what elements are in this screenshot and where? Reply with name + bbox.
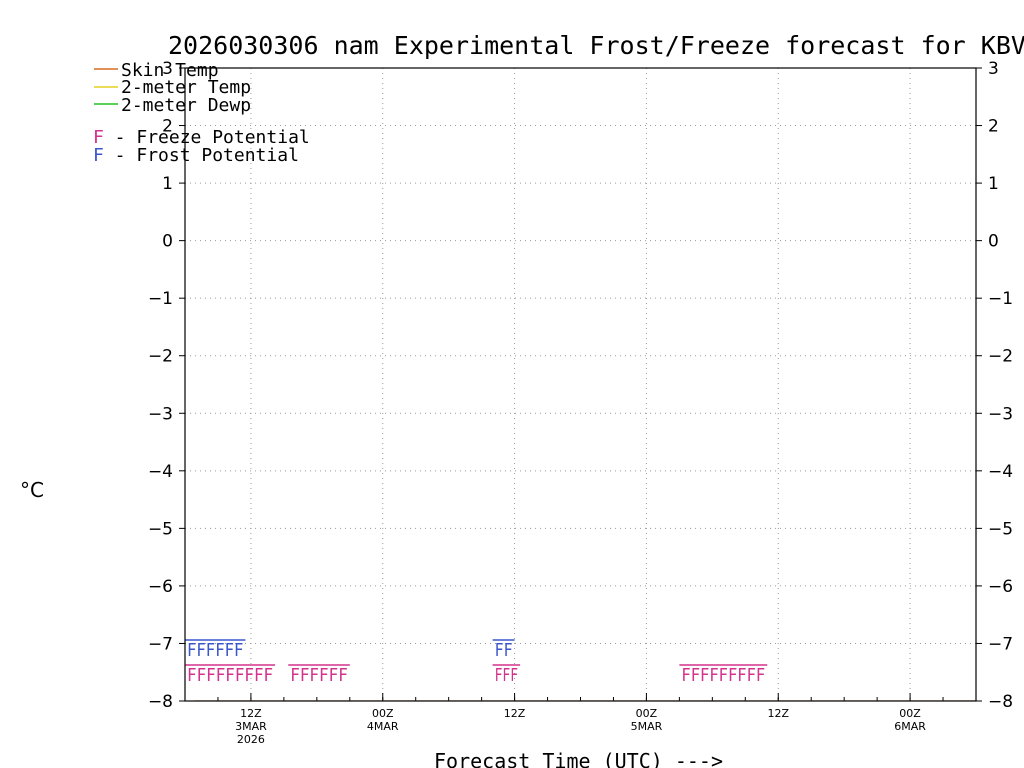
y-axis-right: 3 2 1 0 −1 −2 −3 −4 −5 −6 −7 −8 [976, 59, 1013, 712]
x-axis-title: Forecast Time (UTC) ---> [434, 749, 723, 768]
x-tick-year: 2026 [237, 733, 265, 746]
x-tick-label: 12Z [767, 707, 789, 720]
y-tick-label-left: −3 [148, 404, 173, 424]
x-tick-date: 6MAR [894, 720, 926, 733]
plot-frame [184, 67, 977, 702]
legend-2m-temp: 2-meter Temp [121, 77, 251, 98]
x-tick-date: 5MAR [631, 720, 663, 733]
chart-title: 2026030306 nam Experimental Frost/Freeze… [168, 31, 1024, 60]
y-tick-label-right: −5 [988, 519, 1013, 539]
y-tick-label-right: 1 [988, 174, 999, 194]
gridlines [185, 68, 976, 701]
legend: Skin Temp 2-meter Temp 2-meter Dewp F - … [93, 60, 310, 166]
x-tick-date: 3MAR [235, 720, 267, 733]
legend-freeze-potential: F - Freeze Potential [93, 127, 310, 148]
freeze-potential-marker: FFFFFF [290, 665, 348, 686]
y-tick-label-left: −6 [148, 577, 173, 597]
x-tick-label: 00Z [372, 707, 394, 720]
y-tick-label-right: 3 [988, 59, 999, 79]
y-tick-label-right: −7 [988, 634, 1013, 654]
legend-2m-dewp: 2-meter Dewp [121, 95, 251, 116]
freeze-potential-marker: FFF [495, 665, 518, 686]
y-tick-label-left: −4 [148, 462, 173, 482]
y-tick-label-left: −7 [148, 634, 173, 654]
y-tick-label-right: −4 [988, 462, 1013, 482]
y-tick-label-right: −1 [988, 289, 1013, 309]
y-tick-label-right: −6 [988, 577, 1013, 597]
y-tick-label-right: −2 [988, 347, 1013, 367]
y-tick-label-left: −1 [148, 289, 173, 309]
x-tick-label: 12Z [240, 707, 262, 720]
y-axis-unit-label: °C [20, 478, 44, 502]
y-tick-label-left: −2 [148, 347, 173, 367]
y-tick-label-left: −5 [148, 519, 173, 539]
y-tick-label-left: 2 [162, 117, 173, 137]
y-tick-label-left: 3 [162, 59, 173, 79]
x-tick-label: 12Z [504, 707, 526, 720]
frost-potential-marker: FFFFFF [187, 640, 243, 661]
x-tick-date: 4MAR [367, 720, 399, 733]
legend-frost-potential: F - Frost Potential [93, 145, 299, 166]
frost-potential-marker: FF [495, 640, 513, 661]
y-tick-label-left: −8 [148, 692, 173, 712]
freeze-potential-marker: FFFFFFFFF [681, 665, 765, 686]
x-tick-label: 00Z [899, 707, 921, 720]
legend-skin-temp: Skin Temp [121, 60, 219, 81]
y-tick-label-right: −8 [988, 692, 1013, 712]
y-tick-label-right: 0 [988, 232, 999, 252]
y-axis-left: 3 2 1 0 −1 −2 −3 −4 −5 −6 −7 −8 [148, 59, 185, 712]
freeze-potential-marker: FFFFFFFFF [187, 665, 273, 686]
y-tick-label-left: 0 [162, 232, 173, 252]
y-tick-label-right: −3 [988, 404, 1013, 424]
y-tick-label-left: 1 [162, 174, 173, 194]
x-tick-label: 00Z [636, 707, 658, 720]
y-tick-label-right: 2 [988, 117, 999, 137]
